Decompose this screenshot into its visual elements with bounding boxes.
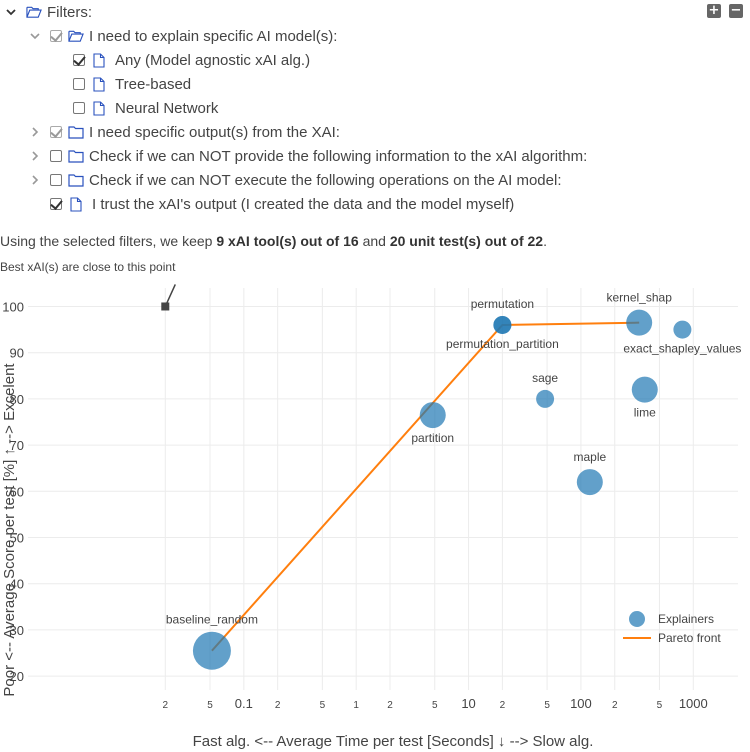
x-axis-title: Fast alg. <-- Average Time per test [Sec…	[193, 733, 594, 750]
filter-label: I need to explain specific AI model(s):	[89, 27, 338, 45]
y-tick-label: 20	[10, 669, 24, 684]
x-tick-label: 2	[387, 700, 393, 711]
explainer-label: partition	[411, 431, 454, 445]
legend-explainers-marker	[629, 611, 645, 627]
y-tick-label: 40	[10, 577, 24, 592]
filter-label: I trust the xAI's output (I created the …	[92, 195, 515, 213]
x-tick-label: 5	[207, 700, 213, 711]
explainer-label: kernel_shap	[606, 291, 672, 305]
filter-label: Tree-based	[115, 75, 192, 93]
best-point-note: Best xAI(s) are close to this point	[0, 260, 176, 274]
x-tick-label: 2	[612, 700, 618, 711]
x-tick-label: 5	[657, 700, 663, 711]
filter-information[interactable]: Check if we can NOT provide the followin…	[28, 145, 587, 167]
file-icon	[91, 76, 107, 92]
chevron-right-icon[interactable]	[28, 121, 42, 143]
checkbox-trust-output[interactable]	[50, 198, 62, 210]
checkbox-model-type[interactable]	[50, 30, 62, 42]
explainer-point	[493, 315, 512, 334]
folder-open-icon	[26, 4, 42, 20]
folder-open-icon	[68, 28, 84, 44]
chevron-right-icon[interactable]	[28, 145, 42, 167]
folder-icon	[68, 148, 84, 164]
y-tick-label: 50	[10, 531, 24, 546]
checkbox-information[interactable]	[50, 150, 62, 162]
filters-root-label: Filters:	[47, 3, 92, 21]
folder-icon	[68, 124, 84, 140]
summary-prefix: Using the selected filters, we keep	[0, 233, 213, 249]
summary-tests-kept: 20 unit test(s) out of 22	[389, 233, 544, 249]
explainer-label: lime	[634, 406, 656, 420]
chevron-right-icon[interactable]	[28, 169, 42, 191]
y-tick-label: 60	[10, 484, 24, 499]
summary-middle: and	[362, 233, 386, 249]
filter-label: Any (Model agnostic xAI alg.)	[115, 51, 311, 69]
y-tick-label: 100	[2, 299, 24, 314]
explainer-point	[626, 309, 653, 336]
explainer-point	[576, 469, 603, 496]
chevron-down-icon[interactable]	[28, 25, 42, 47]
x-tick-label: 2	[500, 700, 506, 711]
explainer-label: baseline_random	[166, 613, 258, 627]
filter-option-any[interactable]: Any (Model agnostic xAI alg.)	[73, 49, 310, 71]
explainer-label: exact_shapley_values	[623, 342, 741, 356]
explainer-label: sage	[532, 371, 558, 385]
x-tick-label: 100	[570, 696, 592, 711]
x-tick-label: 5	[320, 700, 326, 711]
filter-label: Neural Network	[115, 99, 219, 117]
checkbox-any[interactable]	[73, 54, 85, 66]
legend-pareto-label: Pareto front	[658, 631, 721, 645]
pareto-front-line	[211, 321, 640, 652]
explainer-label: permutation_partition	[446, 337, 559, 351]
filter-operations[interactable]: Check if we can NOT execute the followin…	[28, 169, 562, 191]
explainer-point	[419, 402, 446, 429]
x-tick-label: 1000	[679, 696, 708, 711]
summary-tools-kept: 9 xAI tool(s) out of 16	[216, 233, 359, 249]
x-tick-label: 1	[353, 700, 359, 711]
checkbox-tree-based[interactable]	[73, 78, 85, 90]
x-tick-label: 2	[275, 700, 281, 711]
file-icon	[91, 52, 107, 68]
y-tick-label: 70	[10, 438, 24, 453]
filter-label: Check if we can NOT execute the followin…	[89, 171, 562, 189]
explainer-point	[192, 631, 231, 670]
filter-model-type[interactable]: I need to explain specific AI model(s):	[28, 25, 337, 47]
filter-summary: Using the selected filters, we keep 9 xA…	[0, 233, 547, 249]
y-axis-title: Poor <-- Average Score per test [%] ↑ --…	[1, 363, 18, 697]
explainer-point	[536, 389, 555, 408]
legend-explainers-label: Explainers	[658, 612, 714, 626]
folder-icon	[68, 172, 84, 188]
summary-suffix: .	[543, 233, 547, 249]
best-point-marker	[161, 302, 170, 311]
explainers-chart: 2 5 0.1 2 5 1 2 5 10 2 5 100 2 5 1000 20 30 40 50 60 70 80 90 1…	[1, 284, 741, 750]
filter-trust-output[interactable]: I trust the xAI's output (I created the …	[50, 193, 514, 215]
x-tick-label: 5	[544, 700, 550, 711]
filter-label: Check if we can NOT provide the followin…	[89, 147, 588, 165]
filter-tree-root[interactable]: Filters:	[4, 1, 92, 23]
file-icon	[91, 100, 107, 116]
file-icon	[68, 196, 84, 212]
x-tick-label: 0.1	[235, 696, 253, 711]
explainer-point	[673, 320, 692, 339]
explainer-point	[631, 376, 658, 403]
checkbox-output-type[interactable]	[50, 126, 62, 138]
filter-output-type[interactable]: I need specific output(s) from the XAI:	[28, 121, 340, 143]
checkbox-neural-network[interactable]	[73, 102, 85, 114]
expand-all-button[interactable]: +	[707, 3, 721, 18]
explainer-label: permutation	[471, 297, 534, 311]
x-tick-label: 5	[432, 700, 438, 711]
filter-option-tree-based[interactable]: Tree-based	[73, 73, 191, 95]
checkbox-operations[interactable]	[50, 174, 62, 186]
y-tick-label: 80	[10, 392, 24, 407]
y-tick-label: 90	[10, 346, 24, 361]
x-tick-label: 10	[461, 696, 475, 711]
x-tick-label: 2	[163, 700, 169, 711]
filter-option-neural-network[interactable]: Neural Network	[73, 97, 218, 119]
explainer-label: maple	[573, 450, 606, 464]
chevron-down-icon[interactable]	[4, 1, 18, 23]
collapse-all-button[interactable]: −	[729, 3, 743, 18]
y-tick-label: 30	[10, 623, 24, 638]
filter-label: I need specific output(s) from the XAI:	[89, 123, 340, 141]
